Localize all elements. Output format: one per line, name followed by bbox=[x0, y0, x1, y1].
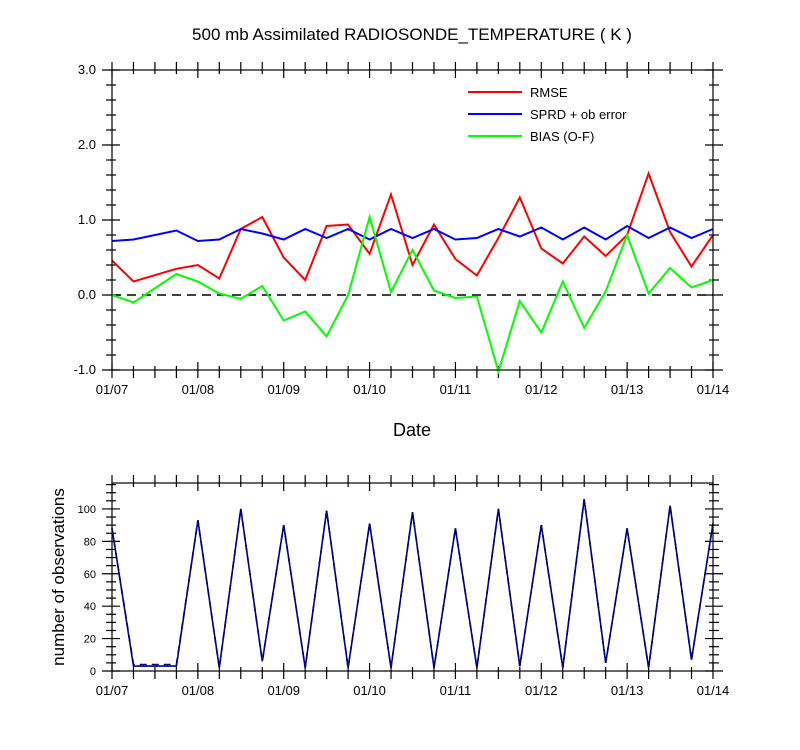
top-tick-labels: 01/07 01/08 01/09 01/10 01/11 01/12 01/13 01/14… bbox=[74, 62, 730, 397]
bottom-series-group bbox=[111, 499, 714, 668]
x-tick-label: 01/09 bbox=[267, 683, 300, 698]
legend-label-rmse: RMSE bbox=[530, 85, 568, 100]
y-tick-label: 3.0 bbox=[78, 62, 96, 77]
y-tick-label: 80 bbox=[84, 536, 96, 548]
series-line-observations-used bbox=[111, 499, 714, 668]
series-line-sprd-ob-error bbox=[111, 224, 714, 243]
y-tick-label: 0 bbox=[90, 666, 96, 678]
x-tick-label: 01/11 bbox=[440, 683, 472, 698]
x-tick-label: 01/08 bbox=[182, 683, 215, 698]
x-tick-label: 01/13 bbox=[611, 382, 644, 397]
top-panel: 01/07 01/08 01/09 01/10 01/11 01/12 01/13 01/14… bbox=[74, 62, 730, 397]
x-tick-label: 01/12 bbox=[525, 683, 558, 698]
x-tick-label: 01/08 bbox=[182, 382, 215, 397]
series-line-observations-possible bbox=[111, 499, 714, 668]
chart-title: 500 mb Assimilated RADIOSONDE_TEMPERATUR… bbox=[192, 25, 632, 44]
y-tick-label: 40 bbox=[84, 601, 96, 613]
y-tick-label: 2.0 bbox=[78, 137, 96, 152]
bottom-tick-labels: 01/07 01/08 01/09 01/10 01/11 01/12 01/13 01/14… bbox=[78, 504, 730, 698]
x-tick-label: 01/07 bbox=[96, 382, 129, 397]
bottom-plot-frame bbox=[111, 482, 714, 672]
legend-label-bias-o-f: BIAS (O-F) bbox=[530, 129, 594, 144]
x-axis-label: Date bbox=[393, 420, 431, 440]
y-axis-label-observations: number of observations bbox=[49, 488, 68, 666]
x-tick-label: 01/10 bbox=[353, 683, 386, 698]
x-tick-label: 01/07 bbox=[96, 683, 129, 698]
x-tick-label: 01/13 bbox=[611, 683, 644, 698]
y-tick-label: 20 bbox=[84, 634, 96, 646]
y-tick-label: -1.0 bbox=[74, 362, 96, 377]
x-tick-label: 01/10 bbox=[353, 382, 386, 397]
bottom-panel: 01/07 01/08 01/09 01/10 01/11 01/12 01/13 01/14… bbox=[78, 475, 730, 698]
bottom-ticks bbox=[102, 475, 723, 679]
x-tick-label: 01/14 bbox=[697, 382, 730, 397]
y-tick-label: 1.0 bbox=[78, 212, 96, 227]
series-line-bias-o-f bbox=[111, 213, 714, 376]
legend-label-sprd-ob-error: SPRD + ob error bbox=[530, 107, 627, 122]
series-line-rmse bbox=[111, 170, 714, 283]
top-ticks bbox=[102, 62, 723, 378]
y-tick-label: 0.0 bbox=[78, 287, 96, 302]
x-tick-label: 01/11 bbox=[440, 382, 472, 397]
x-tick-label: 01/12 bbox=[525, 382, 558, 397]
y-tick-label: 100 bbox=[78, 504, 96, 516]
y-tick-label: 60 bbox=[84, 569, 96, 581]
x-tick-label: 01/14 bbox=[697, 683, 730, 698]
top-series-group bbox=[111, 170, 714, 376]
legend: RMSE SPRD + ob error BIAS (O-F) bbox=[468, 85, 627, 144]
top-plot-frame bbox=[111, 69, 714, 371]
x-tick-label: 01/09 bbox=[267, 382, 300, 397]
